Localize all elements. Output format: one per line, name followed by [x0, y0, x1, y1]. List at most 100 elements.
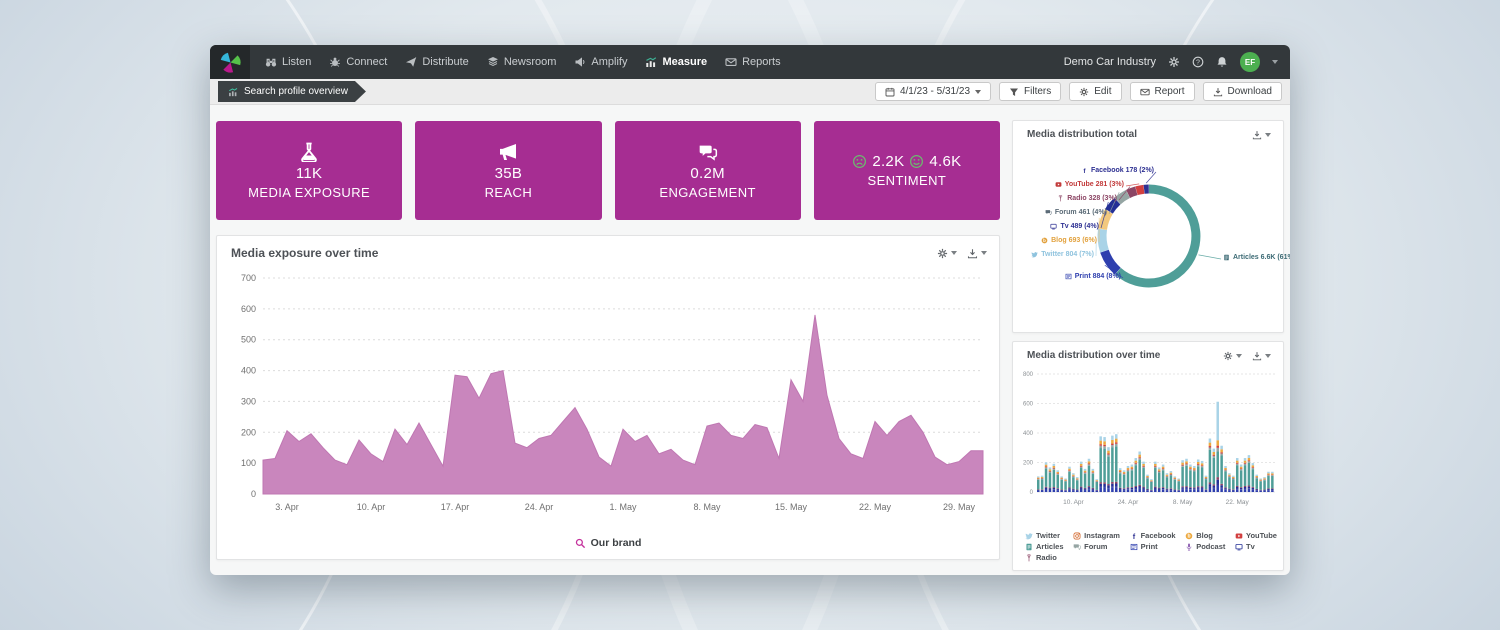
forum-icon — [1073, 543, 1081, 551]
plane-icon — [405, 56, 417, 68]
legend-item-articles[interactable]: Articles — [1025, 542, 1064, 551]
legend-item-instagram[interactable]: Instagram — [1073, 531, 1120, 540]
articles-icon — [1223, 254, 1230, 261]
legend-item-twitter[interactable]: Twitter — [1025, 531, 1064, 540]
chart-download-button[interactable] — [967, 248, 987, 259]
svg-text:24. Apr: 24. Apr — [1118, 499, 1139, 506]
donut-label-forum[interactable]: Forum 461 (4%) — [1045, 209, 1107, 216]
svg-text:8. May: 8. May — [1173, 499, 1193, 506]
media-distribution-over-time-panel: Media distribution over time 0 200 400 600 8… — [1012, 341, 1284, 571]
envelope-icon — [1139, 87, 1150, 97]
download-icon — [1252, 130, 1262, 140]
toolbar: Search profile overview 4/1/23 - 5/31/23… — [210, 79, 1290, 105]
panel-title: Media distribution over time — [1027, 350, 1161, 361]
svg-text:600: 600 — [1023, 402, 1034, 408]
svg-text:400: 400 — [241, 366, 256, 376]
edit-button[interactable]: Edit — [1069, 82, 1122, 101]
help-icon[interactable]: ? — [1192, 56, 1204, 68]
donut-label-blog[interactable]: b Blog 693 (6%) — [1041, 237, 1097, 244]
kpi-card-sentiment: 2.2K 4.6K SENTIMENT — [813, 121, 1000, 220]
mynewsdesk-logo[interactable] — [210, 45, 250, 79]
svg-text:0: 0 — [1030, 490, 1034, 496]
svg-text:f: f — [1083, 168, 1086, 174]
instagram-icon — [1073, 532, 1081, 540]
filters-button[interactable]: Filters — [999, 82, 1062, 101]
legend-item-facebook[interactable]: f Facebook — [1130, 531, 1175, 540]
svg-text:f: f — [1132, 532, 1135, 540]
legend-our-brand[interactable]: Our brand — [217, 537, 999, 549]
settings-gear-icon[interactable] — [1168, 56, 1180, 68]
sad-face-icon — [852, 154, 867, 169]
magnifier-icon — [575, 538, 586, 549]
nav-item-measure[interactable]: Measure — [636, 45, 716, 79]
chart-settings-button[interactable] — [1223, 351, 1242, 361]
blog-icon: b — [1185, 532, 1193, 540]
nav-item-amplify[interactable]: Amplify — [565, 45, 636, 79]
svg-text:600: 600 — [241, 304, 256, 314]
tab-search-profile-overview[interactable]: Search profile overview — [218, 81, 366, 102]
chart-icon — [645, 56, 657, 68]
funnel-icon — [1009, 87, 1019, 97]
panel-header: Media distribution total — [1013, 121, 1283, 144]
chart-download-button[interactable] — [1252, 130, 1271, 140]
media-distribution-donut-chart — [1013, 121, 1285, 339]
donut-label-articles[interactable]: Articles 6.6K (61%) — [1223, 254, 1290, 261]
svg-text:29. May: 29. May — [943, 502, 976, 512]
nav-right-cluster: Demo Car Industry ? EF — [1064, 52, 1290, 72]
avatar[interactable]: EF — [1240, 52, 1260, 72]
panel-header: Media distribution over time — [1013, 342, 1283, 365]
svg-text:22. May: 22. May — [1226, 499, 1250, 506]
binoculars-icon — [265, 56, 277, 68]
legend-label: Our brand — [590, 537, 642, 549]
donut-label-radio[interactable]: Radio 328 (3%) — [1057, 195, 1117, 202]
dashboard-window: Listen Connect Distribute Newsroom Amplify Me… — [210, 45, 1290, 575]
toolbar-buttons: 4/1/23 - 5/31/23 Filters Edit Report Downlo… — [874, 82, 1290, 101]
donut-label-youtube[interactable]: YouTube 281 (3%) — [1055, 181, 1124, 188]
svg-text:15. May: 15. May — [775, 502, 808, 512]
chart-download-button[interactable] — [1252, 351, 1271, 361]
articles-icon — [1025, 543, 1033, 551]
chart-settings-button[interactable] — [937, 248, 957, 259]
nav-item-newsroom[interactable]: Newsroom — [478, 45, 566, 79]
donut-label-tv[interactable]: Tv 489 (4%) — [1050, 223, 1099, 230]
account-chevron-down-icon[interactable] — [1272, 60, 1278, 64]
top-navigation-bar: Listen Connect Distribute Newsroom Amplify Me… — [210, 45, 1290, 79]
gear-icon — [937, 248, 948, 259]
twitter-icon — [1025, 532, 1033, 540]
report-button[interactable]: Report — [1129, 82, 1195, 101]
nav-item-reports[interactable]: Reports — [716, 45, 790, 79]
donut-label-print[interactable]: Print 884 (8%) — [1065, 273, 1121, 280]
kpi-card-engagement: 0.2M ENGAGEMENT — [614, 121, 801, 220]
mynewsdesk-petals — [220, 52, 241, 73]
legend-item-radio[interactable]: Radio — [1025, 553, 1064, 562]
nav-item-distribute[interactable]: Distribute — [396, 45, 477, 79]
download-button[interactable]: Download — [1202, 82, 1282, 101]
notifications-bell-icon[interactable] — [1216, 56, 1228, 68]
legend-item-forum[interactable]: Forum — [1073, 542, 1120, 551]
nav-item-listen[interactable]: Listen — [256, 45, 320, 79]
kpi-label: REACH — [484, 184, 533, 200]
svg-text:400: 400 — [1023, 431, 1034, 437]
positive-count: 4.6K — [929, 153, 962, 170]
svg-text:24. Apr: 24. Apr — [525, 502, 554, 512]
svg-text:1. May: 1. May — [609, 502, 637, 512]
podcast-icon — [1185, 543, 1193, 551]
bug-icon — [329, 56, 341, 68]
donut-label-twitter[interactable]: Twitter 804 (7%) — [1031, 251, 1094, 258]
nav-item-connect[interactable]: Connect — [320, 45, 396, 79]
legend-item-tv[interactable]: Tv — [1235, 542, 1277, 551]
legend-column: f Facebook Print — [1130, 531, 1176, 562]
legend-item-print[interactable]: Print — [1130, 542, 1176, 551]
date-range-button[interactable]: 4/1/23 - 5/31/23 — [874, 82, 992, 101]
legend-item-podcast[interactable]: Podcast — [1185, 542, 1225, 551]
account-name[interactable]: Demo Car Industry — [1063, 56, 1156, 68]
legend-item-youtube[interactable]: YouTube — [1235, 531, 1277, 540]
happy-face-icon — [909, 154, 924, 169]
tv-icon — [1050, 223, 1058, 230]
donut-label-facebook[interactable]: f Facebook 178 (2%) — [1081, 167, 1154, 174]
svg-text:22. May: 22. May — [859, 502, 892, 512]
media-exposure-panel: Media exposure over time 700 600 500 400 300… — [216, 235, 1000, 560]
download-icon — [1213, 87, 1223, 97]
legend-item-blog[interactable]: b Blog — [1185, 531, 1225, 540]
megaphone-icon — [498, 142, 518, 162]
